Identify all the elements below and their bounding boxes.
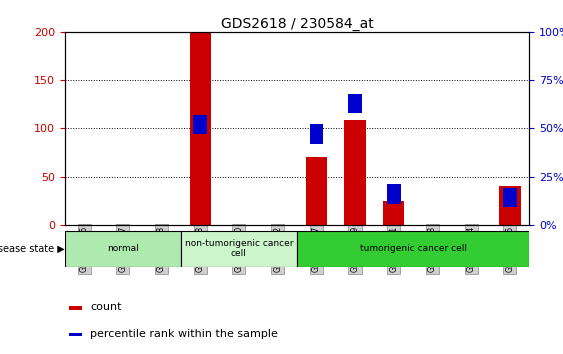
Bar bbox=[310, 125, 323, 144]
Bar bbox=[499, 186, 521, 225]
Text: percentile rank within the sample: percentile rank within the sample bbox=[90, 329, 278, 339]
Bar bbox=[348, 93, 362, 113]
FancyBboxPatch shape bbox=[65, 231, 181, 267]
Title: GDS2618 / 230584_at: GDS2618 / 230584_at bbox=[221, 17, 373, 31]
Text: tumorigenic cancer cell: tumorigenic cancer cell bbox=[360, 244, 467, 253]
Text: disease state ▶: disease state ▶ bbox=[0, 244, 65, 254]
Text: normal: normal bbox=[107, 244, 138, 253]
FancyBboxPatch shape bbox=[181, 231, 297, 267]
Bar bbox=[383, 201, 404, 225]
Bar bbox=[503, 188, 517, 207]
Bar bbox=[190, 32, 211, 225]
Bar bbox=[194, 115, 207, 134]
Bar bbox=[345, 120, 366, 225]
FancyBboxPatch shape bbox=[297, 231, 529, 267]
Bar bbox=[387, 184, 400, 204]
Bar bbox=[69, 333, 82, 336]
Text: count: count bbox=[90, 302, 122, 312]
Bar bbox=[69, 306, 82, 310]
Text: non-tumorigenic cancer
cell: non-tumorigenic cancer cell bbox=[185, 239, 293, 258]
Bar bbox=[306, 157, 327, 225]
